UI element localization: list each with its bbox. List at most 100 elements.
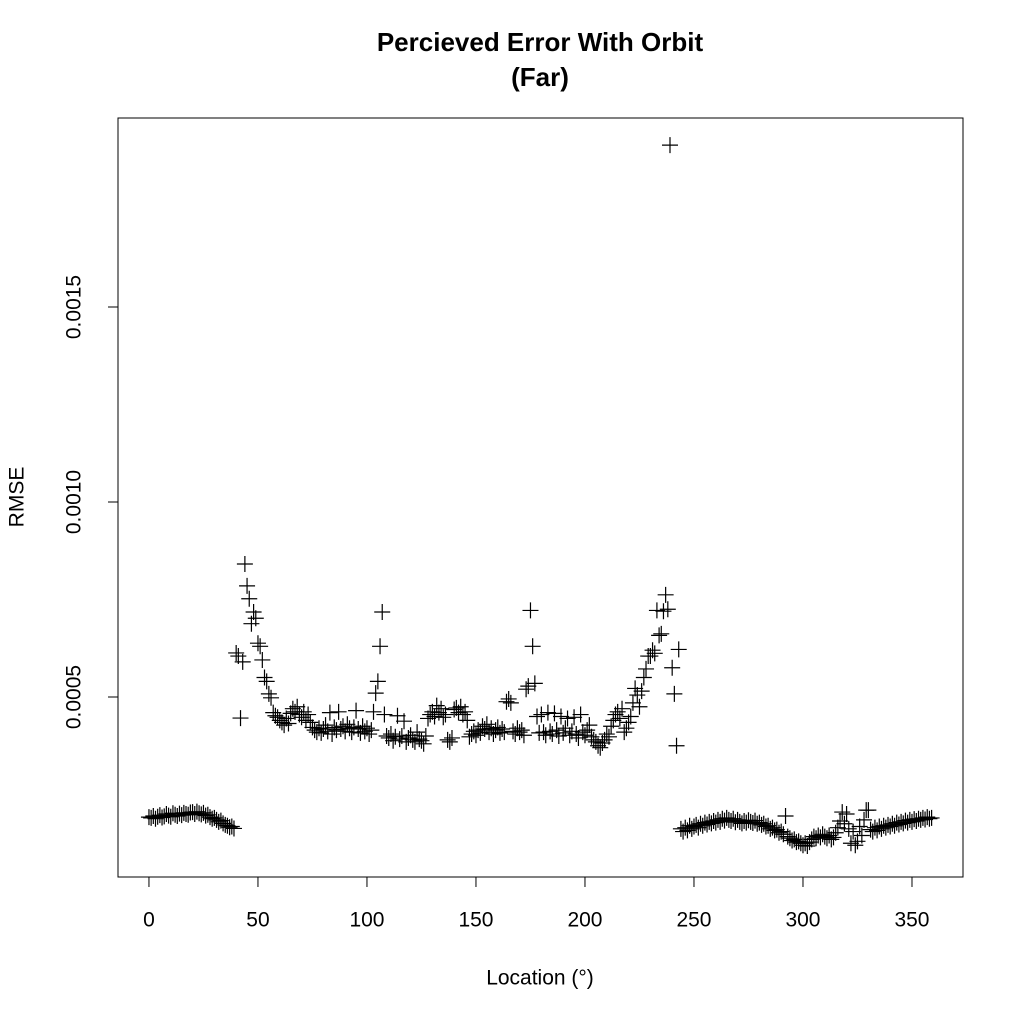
point — [908, 813, 925, 830]
point — [794, 837, 811, 854]
point — [823, 831, 840, 848]
point — [703, 815, 720, 832]
point — [337, 723, 354, 740]
point — [352, 724, 369, 741]
point — [923, 809, 940, 826]
point — [903, 813, 920, 830]
point — [417, 728, 434, 745]
point — [592, 739, 609, 756]
point — [581, 717, 598, 734]
point — [300, 706, 317, 723]
point — [655, 603, 672, 620]
point — [633, 683, 650, 700]
point — [201, 809, 218, 826]
point — [550, 728, 567, 745]
point — [147, 810, 164, 827]
point — [886, 817, 903, 834]
point — [537, 727, 554, 744]
point — [162, 808, 179, 825]
point — [254, 651, 271, 668]
point — [557, 720, 574, 737]
point — [350, 720, 367, 737]
point — [777, 807, 794, 824]
point — [317, 717, 334, 734]
point — [821, 827, 838, 844]
point — [478, 716, 495, 733]
x-tick-label: 150 — [458, 909, 493, 932]
point — [428, 697, 445, 714]
point — [404, 731, 421, 748]
point — [869, 822, 886, 839]
point — [348, 702, 365, 719]
point — [208, 811, 225, 828]
point — [324, 726, 341, 743]
point — [260, 685, 277, 702]
point — [361, 726, 378, 743]
point — [258, 673, 275, 690]
point — [515, 727, 532, 744]
point — [446, 701, 463, 718]
point — [877, 819, 894, 836]
point — [921, 810, 938, 827]
point — [422, 706, 439, 723]
point — [219, 817, 236, 834]
chart-title: (Far) — [511, 62, 569, 92]
x-tick-label: 100 — [349, 909, 384, 932]
point — [683, 820, 700, 837]
point — [882, 818, 899, 835]
point — [832, 813, 849, 830]
point — [443, 729, 460, 746]
point — [890, 816, 907, 833]
point — [356, 723, 373, 740]
point — [679, 822, 696, 839]
point — [376, 706, 393, 723]
point — [799, 837, 816, 854]
point — [616, 724, 633, 741]
point — [694, 817, 711, 834]
point — [559, 710, 576, 727]
point — [535, 724, 552, 741]
point — [263, 689, 280, 706]
point — [555, 724, 572, 741]
point — [459, 712, 476, 729]
point — [657, 586, 674, 603]
point — [430, 704, 447, 721]
x-tick-label: 300 — [785, 909, 820, 932]
point — [282, 705, 299, 722]
point — [204, 810, 221, 827]
point — [568, 726, 585, 743]
point — [465, 723, 482, 740]
point — [659, 601, 676, 618]
point — [267, 707, 284, 724]
point — [308, 724, 325, 741]
point — [485, 726, 502, 743]
point — [228, 644, 245, 661]
point — [742, 813, 759, 830]
point — [818, 830, 835, 847]
point — [271, 712, 288, 729]
point — [448, 699, 465, 716]
point — [330, 703, 347, 720]
point — [598, 726, 615, 743]
x-tick-label: 250 — [676, 909, 711, 932]
point — [409, 724, 426, 741]
point — [457, 703, 474, 720]
point — [223, 818, 240, 835]
point — [651, 627, 668, 644]
point — [326, 719, 343, 736]
point — [385, 732, 402, 749]
point — [391, 731, 408, 748]
point — [505, 723, 522, 740]
point — [252, 638, 269, 655]
point — [614, 700, 631, 717]
point — [751, 814, 768, 831]
point — [372, 638, 389, 655]
point — [753, 816, 770, 833]
point — [498, 693, 515, 710]
point — [487, 722, 504, 739]
point — [539, 704, 556, 721]
point — [816, 828, 833, 845]
point — [644, 642, 661, 659]
point — [790, 833, 807, 850]
point — [363, 722, 380, 739]
